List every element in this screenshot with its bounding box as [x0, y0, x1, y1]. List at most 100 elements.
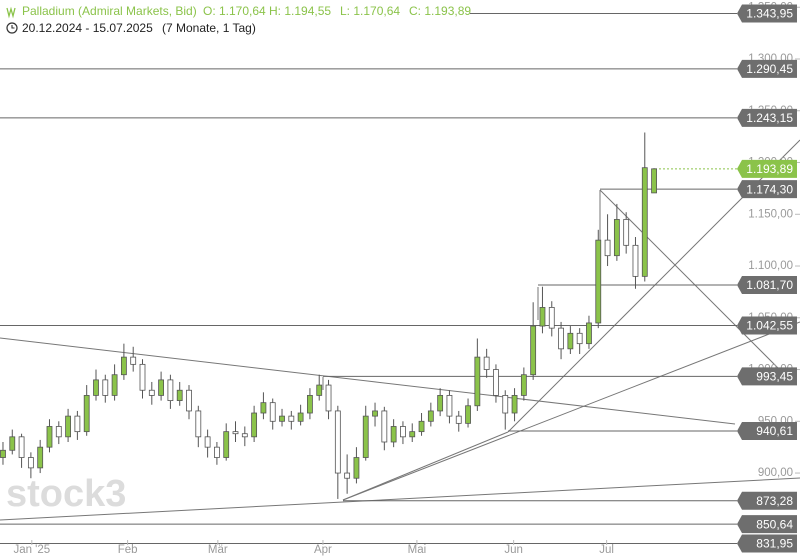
candle-body [558, 327, 564, 350]
candle-body [27, 457, 34, 469]
candle-body [46, 426, 53, 448]
candle-body [195, 410, 202, 438]
candle-body [474, 356, 481, 407]
candle-body [176, 389, 183, 401]
candle-body [586, 322, 592, 345]
candle-body [65, 415, 71, 438]
level-box [737, 515, 797, 534]
candle-body [409, 431, 416, 438]
level-box [737, 108, 797, 127]
date-range: 20.12.2024 - 15.07.2025 [22, 21, 153, 35]
level-label: 940,61 [756, 424, 793, 438]
candle-body [539, 307, 546, 327]
candle-body [83, 395, 90, 433]
candle-body [530, 325, 537, 376]
instrument-title: Palladium (Admiral Markets, Bid) [22, 4, 197, 18]
candle-body [120, 356, 127, 376]
candle-body [511, 395, 518, 414]
y-tick-label: 900,00 [758, 467, 793, 479]
candle-body [204, 436, 211, 448]
candle-body [595, 239, 602, 324]
ohlc-label: O: 1.170,64 [203, 4, 266, 18]
candle-body [260, 402, 267, 414]
level-box [737, 59, 797, 78]
candle-body [241, 433, 248, 438]
trendline [342, 431, 509, 501]
x-tick-label: Mär [208, 544, 228, 556]
candle-body [353, 457, 360, 479]
x-tick-label: Mai [408, 544, 427, 556]
watermark: stock3 [6, 473, 126, 515]
level-box [737, 367, 797, 386]
header: Palladium (Admiral Markets, Bid) O: 1.17… [6, 4, 471, 35]
level-label: 1.042,55 [746, 319, 793, 333]
level-label: 873,28 [756, 494, 793, 508]
candle-body [37, 446, 44, 469]
candle-body [613, 219, 620, 257]
candle-body [576, 332, 583, 345]
candle-body [214, 446, 220, 458]
candle-body [344, 472, 351, 479]
candle-body [520, 374, 527, 396]
trendline [599, 189, 781, 371]
level-labels: 1.343,95 1.290,45 1.243,15 1.193,89 1.174,30… [737, 4, 797, 553]
y-tick-label: 1.100,00 [748, 260, 793, 272]
candles [0, 132, 657, 499]
candle-body [9, 436, 16, 451]
candle-body [158, 379, 165, 396]
candle-body [483, 356, 490, 370]
candle-body [251, 412, 258, 438]
candle-body [139, 363, 146, 391]
level-box [737, 491, 797, 510]
candle-body [632, 244, 639, 277]
candle-body [0, 449, 6, 458]
ohlc-label: L: 1.170,64 [340, 4, 400, 18]
clock-hands [11, 25, 15, 29]
candle-body [93, 379, 99, 396]
ohlc-label: H: 1.194,55 [269, 4, 331, 18]
level-label: 1.343,95 [746, 7, 793, 21]
candle-body [74, 415, 81, 433]
candle-body [381, 410, 388, 443]
candle-body [279, 415, 285, 422]
candle-body [111, 374, 118, 396]
candle-body [641, 167, 648, 277]
candle-body [148, 389, 155, 396]
instrument-icon [6, 6, 16, 19]
x-tick-label: Feb [118, 544, 138, 556]
candle-body [567, 332, 574, 350]
candle-body [437, 395, 444, 412]
candle-body [455, 415, 462, 424]
y-tick-label: 1.300,00 [748, 53, 793, 65]
candle-body [223, 431, 230, 458]
candle-body [390, 426, 397, 443]
candle-body [55, 426, 62, 438]
candle-body [316, 384, 323, 396]
candle-body [325, 384, 332, 412]
period: (7 Monate, 1 Tag) [162, 21, 256, 35]
x-tick-label: Jun [504, 544, 523, 556]
level-box [737, 180, 797, 199]
candle-body [400, 426, 406, 438]
level-label: 993,45 [756, 369, 793, 383]
candle-body [446, 395, 453, 417]
level-box [737, 534, 797, 553]
candle-body [297, 412, 304, 422]
candle-body [269, 402, 276, 422]
candle-body [623, 219, 630, 246]
candle-body [18, 436, 25, 458]
candle-body [102, 379, 109, 396]
candle-body [493, 369, 499, 396]
x-tick-label: Jan '25 [13, 544, 50, 556]
candle-body [548, 307, 555, 329]
levels [0, 13, 737, 544]
y-tick-label: 1.150,00 [748, 208, 793, 220]
level-label: 850,64 [756, 517, 793, 531]
level-label: 1.174,30 [746, 182, 793, 196]
candle-body [604, 239, 611, 257]
trendlines [0, 139, 800, 521]
candle-body [372, 410, 378, 417]
level-box [737, 316, 797, 335]
candle-body [334, 410, 341, 474]
